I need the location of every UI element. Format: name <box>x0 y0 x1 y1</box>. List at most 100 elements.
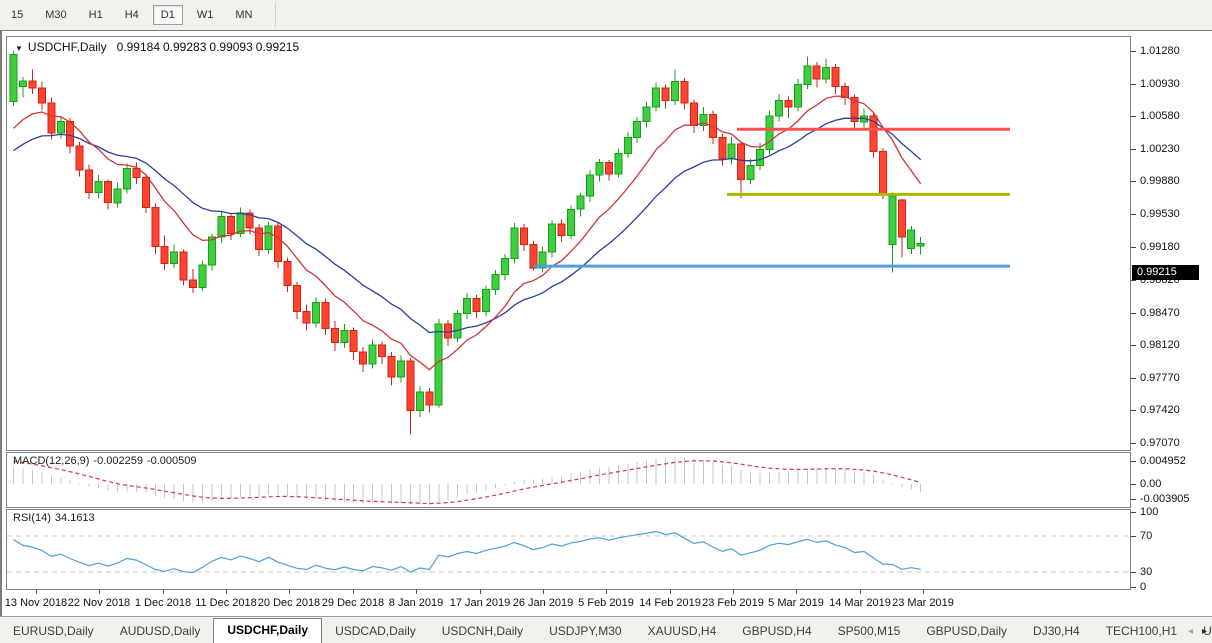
candlestick-series <box>9 51 925 435</box>
rsi-chart <box>7 530 1130 574</box>
macd-signal-line <box>13 460 921 505</box>
chart-ohlc-readout: 0.99184 0.99283 0.99093 0.99215 <box>117 40 303 54</box>
axis-tick <box>1131 410 1136 411</box>
rsi-pane[interactable]: RSI(14) 34.1613 <box>6 509 1131 590</box>
price-axis-label: 0 <box>1140 581 1147 593</box>
axis-tick <box>1131 587 1136 588</box>
axis-tick <box>1131 512 1136 513</box>
price-axis-label: 70 <box>1140 530 1153 542</box>
tab-xauusd-h4[interactable]: XAUUSD,H4 <box>647 624 717 638</box>
date-axis-label: 23 Feb 2019 <box>702 597 764 609</box>
chart-symbol-label: USDCHF,Daily <box>27 40 107 54</box>
axis-tick <box>1131 484 1136 485</box>
symbol-dropdown-icon[interactable]: ▼ <box>15 44 23 53</box>
macd-label: MACD(12,26,9) -0.002259 -0.000509 <box>13 455 201 467</box>
date-axis-label: 13 Nov 2018 <box>4 597 68 609</box>
axis-tick <box>1131 313 1136 314</box>
price-axis: 1.01280 1.00930 1.00580 1.00230 0.99880 0.995… <box>1131 31 1212 617</box>
price-axis-label: 0.99530 <box>1140 208 1180 220</box>
date-axis-label: 8 Jan 2019 <box>388 597 444 609</box>
price-pane[interactable]: ▼ USDCHF,Daily 0.99184 0.99283 0.99093 0.9921… <box>6 36 1131 451</box>
slow-ma-line <box>13 117 922 334</box>
price-axis-label: 0.97070 <box>1140 437 1180 449</box>
price-axis-label: 0.99880 <box>1140 175 1180 187</box>
date-axis-label: 11 Dec 2018 <box>195 597 257 609</box>
macd-pane[interactable]: MACD(12,26,9) -0.002259 -0.000509 <box>6 452 1131 508</box>
tab-usdjpy-m30[interactable]: USDJPY,M30 <box>549 624 622 638</box>
timeframe-W1[interactable]: W1 <box>196 9 214 21</box>
tab-audusd-daily[interactable]: AUDUSD,Daily <box>119 624 201 638</box>
tab-usdcnh-daily[interactable]: USDCNH,Daily <box>441 624 524 638</box>
axis-tick <box>1131 378 1136 379</box>
price-axis-label: 0.99180 <box>1140 241 1180 253</box>
timeframe-D1[interactable]: D1 <box>152 5 183 25</box>
axis-tick <box>1131 280 1136 281</box>
price-axis-label: 0.97420 <box>1140 404 1180 416</box>
rsi-value: 34.1613 <box>54 512 95 524</box>
date-axis-label: 14 Feb 2019 <box>639 597 701 609</box>
rsi-label: RSI(14) 34.1613 <box>13 512 99 524</box>
axis-tick <box>1131 443 1136 444</box>
tab-scroll-arrows: ◂ ▸ <box>1188 627 1207 637</box>
macd-name: MACD(12,26,9) <box>13 455 90 467</box>
chart-window: ▼ USDCHF,Daily 0.99184 0.99283 0.99093 0.9921… <box>0 30 1212 616</box>
tab-tech100-h1[interactable]: TECH100,H1 <box>1105 624 1178 638</box>
current-price-tag: 0.99215 <box>1132 265 1199 280</box>
tab-scroll-left-icon[interactable]: ◂ <box>1187 626 1193 637</box>
date-axis-label: 26 Jan 2019 <box>512 597 574 609</box>
tab-ui[interactable]: UI <box>1203 624 1212 638</box>
axis-tick <box>1131 214 1136 215</box>
date-axis-label: 23 Mar 2019 <box>892 597 954 609</box>
axis-tick <box>1131 536 1136 537</box>
low-value: 0.99093 <box>209 40 253 54</box>
tab-scroll-right-icon[interactable]: ▸ <box>1201 626 1207 637</box>
price-axis-label: 0.98470 <box>1140 307 1180 319</box>
date-axis-label: 29 Dec 2018 <box>321 597 385 609</box>
price-axis-label: 0.004952 <box>1140 455 1186 467</box>
macd-main-value: -0.002259 <box>93 455 143 467</box>
date-axis-label: 5 Feb 2019 <box>578 597 634 609</box>
tab-usdcad-daily[interactable]: USDCAD,Daily <box>335 624 416 638</box>
rsi-line <box>13 530 921 574</box>
axis-tick <box>1131 499 1136 500</box>
timeframe-H1[interactable]: H1 <box>88 9 103 21</box>
price-axis-label: 0.98120 <box>1140 339 1180 351</box>
chart-title: ▼ USDCHF,Daily 0.99184 0.99283 0.99093 0.9921… <box>15 40 302 54</box>
tab-sp500-m15[interactable]: SP500,M15 <box>837 624 901 638</box>
tab-gbpusd-h4[interactable]: GBPUSD,H4 <box>742 624 812 638</box>
tab-dj30-h4[interactable]: DJ30,H4 <box>1033 624 1080 638</box>
axis-tick <box>1131 149 1136 150</box>
axis-tick <box>1131 84 1136 85</box>
timeframe-H4[interactable]: H4 <box>124 9 139 21</box>
timeframe-M30[interactable]: M30 <box>45 9 67 21</box>
date-axis-label: 22 Nov 2018 <box>67 597 131 609</box>
axis-tick <box>1131 247 1136 248</box>
macd-signal-value: -0.000509 <box>146 455 197 467</box>
axis-tick <box>1131 51 1136 52</box>
rsi-name: RSI(14) <box>13 512 51 524</box>
price-axis-label: 30 <box>1140 566 1153 578</box>
date-axis-label: 1 Dec 2018 <box>134 597 192 609</box>
price-axis-label: 1.00230 <box>1140 143 1180 155</box>
timeframe-toolbar: 15 M30 H1 H4 D1 W1 MN <box>0 0 1212 30</box>
axis-tick <box>1131 461 1136 462</box>
timeframe-MN[interactable]: MN <box>235 9 253 21</box>
date-axis-label: 17 Jan 2019 <box>449 597 511 609</box>
price-axis-label: 0.97770 <box>1140 372 1180 384</box>
axis-tick <box>1131 181 1136 182</box>
tab-usdchf-daily[interactable]: USDCHF,Daily <box>213 618 323 643</box>
price-axis-label: -0.003905 <box>1140 493 1190 505</box>
tab-gbpusd-daily[interactable]: GBPUSD,Daily <box>926 624 1008 638</box>
price-axis-label: 100 <box>1140 506 1159 518</box>
high-value: 0.99283 <box>163 40 207 54</box>
date-axis-label: 20 Dec 2018 <box>257 597 321 609</box>
tab-eurusd-daily[interactable]: EURUSD,Daily <box>13 624 94 638</box>
open-value: 0.99184 <box>116 40 160 54</box>
axis-tick <box>1131 572 1136 573</box>
price-axis-label: 1.01280 <box>1140 45 1180 57</box>
chart-tabbar: EURUSD,Daily AUDUSD,Daily USDCHF,Daily USDC… <box>0 616 1212 643</box>
macd-chart <box>13 457 922 505</box>
candlestick-chart <box>9 51 1010 435</box>
timeframe-15[interactable]: 15 <box>11 9 24 21</box>
